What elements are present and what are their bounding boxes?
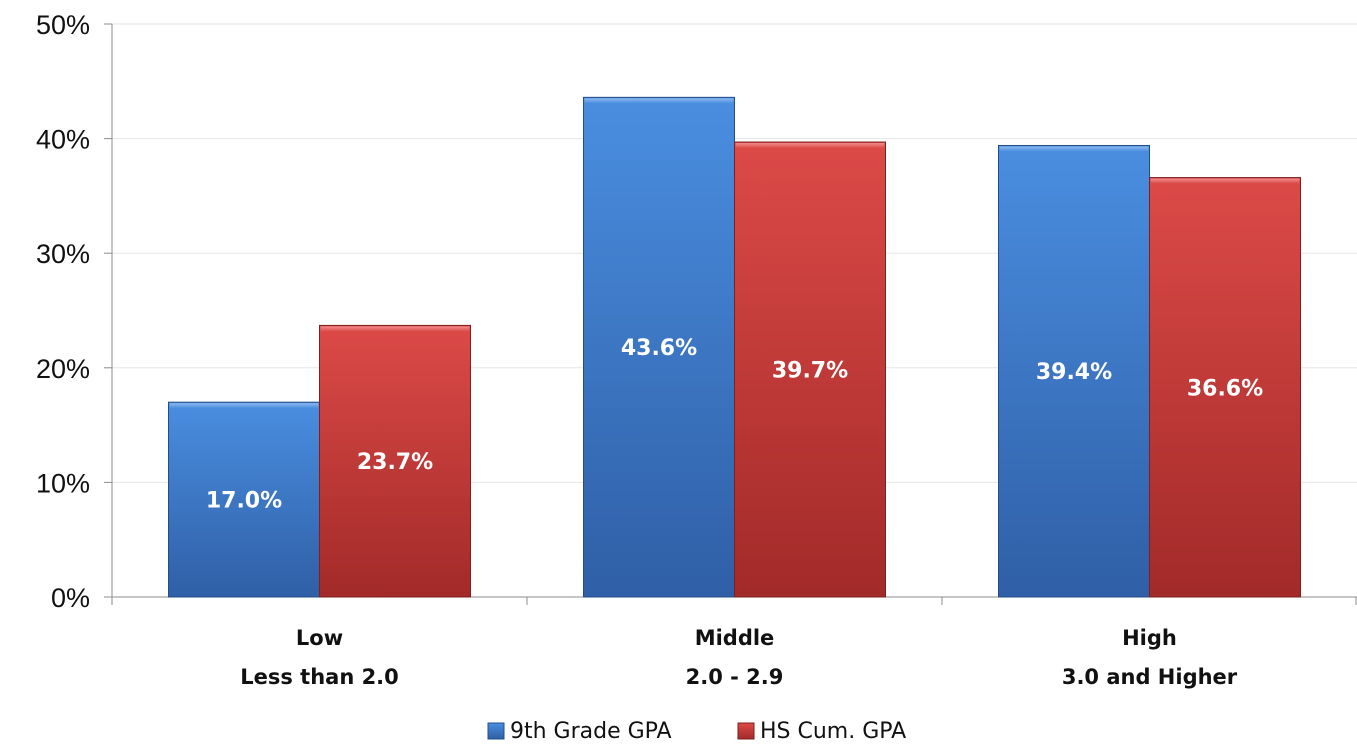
y-tick-label: 30% bbox=[36, 239, 90, 269]
data-labels: 17.0% 43.6% 39.4% 23.7% 39.7% 36.6% bbox=[206, 336, 1263, 513]
bar-bevel bbox=[1150, 178, 1300, 184]
x-category-label: Low bbox=[296, 626, 343, 650]
data-label: 39.7% bbox=[772, 359, 848, 384]
y-tick-label: 0% bbox=[51, 583, 90, 613]
data-label: 39.4% bbox=[1036, 360, 1112, 385]
data-label: 36.6% bbox=[1187, 376, 1263, 401]
y-tick-label: 40% bbox=[36, 125, 90, 155]
bars bbox=[168, 96, 1301, 598]
y-tick-label: 10% bbox=[36, 468, 90, 498]
data-label: 23.7% bbox=[357, 450, 433, 475]
bar-bevel bbox=[584, 98, 734, 104]
bar-hs-cum-gpa bbox=[1149, 177, 1301, 598]
bar-hs-cum-gpa bbox=[319, 324, 471, 598]
data-label: 17.0% bbox=[206, 489, 282, 514]
bar-bevel bbox=[169, 403, 319, 409]
bar-ninth-grade-gpa bbox=[998, 144, 1150, 598]
legend-label: 9th Grade GPA bbox=[510, 719, 672, 744]
legend-label: HS Cum. GPA bbox=[760, 719, 906, 744]
bar-bevel bbox=[999, 146, 1149, 152]
x-category-label: High bbox=[1122, 626, 1177, 650]
bar-bevel bbox=[320, 326, 470, 332]
bar-ninth-grade-gpa bbox=[583, 96, 735, 598]
x-category-sublabel: 3.0 and Higher bbox=[1062, 665, 1238, 689]
bar-ninth-grade-gpa bbox=[168, 401, 320, 598]
x-category-label: Middle bbox=[695, 626, 775, 650]
legend-swatch bbox=[737, 722, 755, 740]
x-category-sublabel: 2.0 - 2.9 bbox=[686, 665, 784, 689]
bar-hs-cum-gpa bbox=[734, 141, 886, 598]
bar-bevel bbox=[735, 143, 885, 149]
x-category-sublabel: Less than 2.0 bbox=[240, 665, 399, 689]
legend-swatch bbox=[487, 722, 505, 740]
legend: 9th Grade GPA HS Cum. GPA bbox=[487, 719, 906, 744]
y-tick-label: 50% bbox=[36, 10, 90, 40]
data-label: 43.6% bbox=[621, 336, 697, 361]
y-tick-label: 20% bbox=[36, 354, 90, 384]
